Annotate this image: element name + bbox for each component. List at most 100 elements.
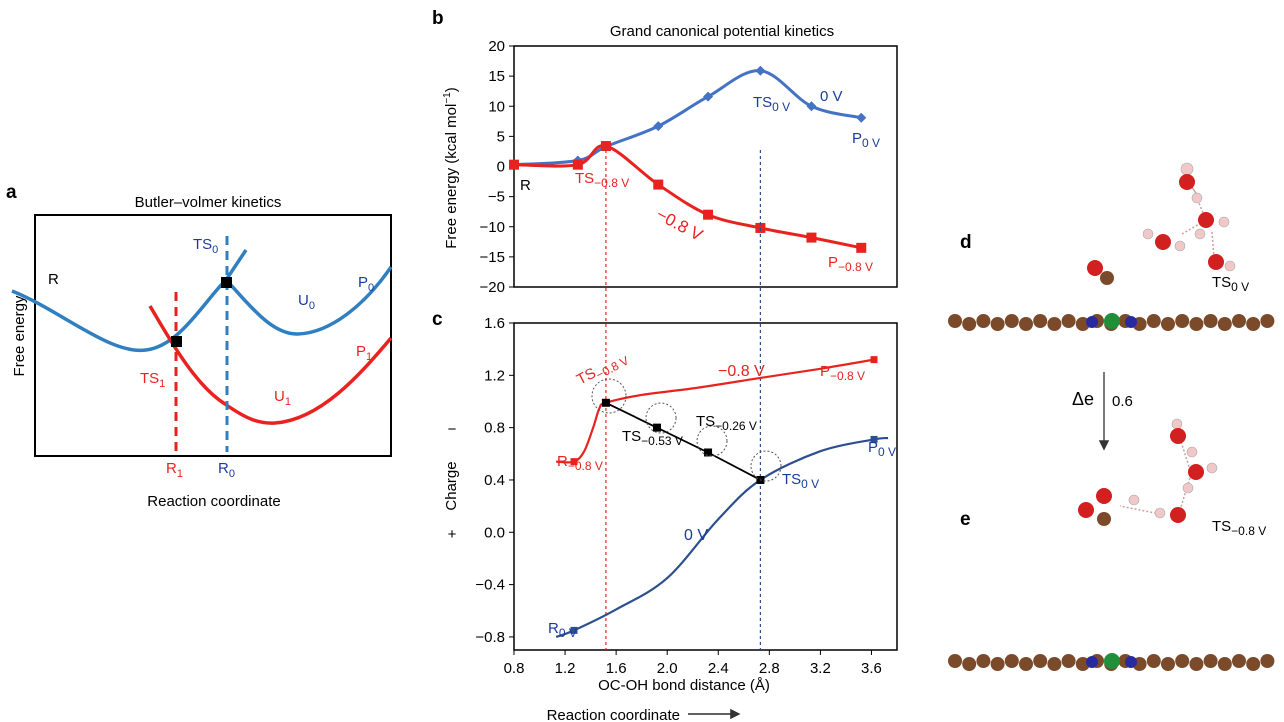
panel-a-label-r: R [48, 271, 59, 288]
panel-c-xtick-label: 3.6 [861, 660, 882, 677]
panel-a-label-u1: U1 [274, 388, 291, 408]
panel-c-series [555, 356, 889, 638]
panel-c-ts-point [704, 448, 713, 457]
carbon-atom [1246, 317, 1261, 331]
carbon-atom [1061, 654, 1076, 668]
panel-c-xtick-label: 3.2 [810, 660, 831, 677]
panel-c-xtick-label: 2.8 [759, 660, 780, 677]
delta-e-label: Δe [1072, 389, 1094, 409]
carbon-atom [1217, 657, 1232, 671]
panel-b-ytick-label: 0 [497, 159, 505, 176]
nitrogen-atom [1086, 316, 1098, 328]
panel-d: d TS0 V [948, 162, 1275, 331]
panel-a-label-r1: R1 [166, 460, 183, 480]
panel-c: c 1.6 1.2 0.8 0.4 0.0 −0.4 −0.8 0.8 1.2 1.6 2.0 2.4… [432, 150, 898, 722]
panel-a-xlabel: Reaction coordinate [147, 493, 280, 510]
panel-b: b Grand canonical potential kinetics Fre… [432, 8, 898, 296]
panel-c-end-marker [570, 458, 578, 466]
carbon-atom [1146, 654, 1161, 668]
panel-b-point [755, 65, 766, 76]
panel-b-ylabel: Free energy (kcal mol−1) [442, 87, 460, 248]
panel-d-graphene-sheet [948, 313, 1275, 331]
panel-b-series [509, 65, 867, 253]
panel-c-ts053-circle [645, 402, 677, 434]
carbon-atom [1203, 654, 1218, 668]
carbon-atom [1175, 654, 1190, 668]
panel-b-ytick-label: 15 [488, 68, 505, 85]
panel-b-point [572, 159, 583, 170]
panel-e-water-cluster [1078, 418, 1218, 526]
carbon-atom [990, 317, 1005, 331]
panel-b-label-ts0v: TS0 V [753, 94, 790, 114]
panel-e-letter: e [960, 509, 971, 530]
carbon-atom [962, 657, 977, 671]
carbon-atom [1260, 654, 1275, 668]
panel-c-label-r08: R−0.8 V [557, 453, 603, 473]
panel-c-ts-point [652, 423, 661, 432]
panel-b-label-r: R [520, 177, 531, 194]
panel-d-letter: d [960, 232, 972, 253]
panel-b-ytick-label: 10 [488, 98, 505, 115]
panel-a-ylabel: Free energy [11, 295, 28, 376]
panel-c-ytick-label: 0.4 [484, 472, 505, 489]
panel-c-reaction-coordinate: Reaction coordinate [547, 707, 680, 722]
panel-b-point [653, 121, 664, 132]
panel-c-xtick-label: 1.2 [555, 660, 576, 677]
panel-a-curve-u1 [148, 305, 393, 425]
panel-c-ytick-label: −0.4 [475, 577, 505, 594]
carbon-atom [990, 657, 1005, 671]
panel-b-point [806, 232, 817, 243]
panel-c-xtick-label: 2.4 [708, 660, 729, 677]
panel-a-curve-u0 [11, 266, 393, 353]
panel-c-xlabel: OC-OH bond distance (Å) [598, 677, 770, 694]
panel-b-point [600, 141, 611, 152]
carbon-atom [1004, 654, 1019, 668]
carbon-atom [1175, 314, 1190, 328]
panel-c-label-r0v: R0 V [548, 620, 577, 640]
panel-a-ts0-marker [221, 277, 232, 288]
carbon-atom [1203, 314, 1218, 328]
panel-c-xtick-label: 2.0 [657, 660, 678, 677]
arrow-de: Δe 0.6 [1072, 372, 1133, 451]
panel-d-label: TS0 V [1212, 274, 1249, 294]
panel-e-graphene-sheet [948, 653, 1275, 671]
panel-c-ytick-label: 0.0 [484, 524, 505, 541]
panel-b-ytick-label: −20 [480, 279, 505, 296]
carbon-atom [1033, 314, 1048, 328]
panel-c-ts-path [605, 401, 761, 481]
metal-atom [1104, 653, 1120, 669]
panel-c-ytick-label: 0.8 [484, 420, 505, 437]
carbon-atom [1061, 314, 1076, 328]
carbon-atom [948, 314, 962, 328]
carbon-atom [1146, 314, 1161, 328]
carbon-atom [1161, 657, 1175, 671]
panel-c-ts026-circle [696, 425, 728, 457]
panel-b-label-0v: 0 V [820, 88, 843, 105]
metal-atom [1104, 313, 1120, 329]
panel-b-point [856, 242, 867, 253]
carbon-atom [1161, 317, 1175, 331]
nitrogen-atom [1086, 656, 1098, 668]
panel-b-point [856, 112, 867, 123]
carbon-atom [1232, 654, 1246, 668]
panel-b-ytick-label: 5 [497, 128, 505, 145]
panel-a: a Butler–volmer kinetics Free energy Rea… [6, 182, 393, 510]
carbon-atom [1019, 317, 1033, 331]
panel-a-label-u0: U0 [298, 292, 315, 312]
panel-a-label-r0: R0 [218, 460, 235, 480]
panel-c-ytick-label: −0.8 [475, 629, 505, 646]
panel-a-frame [34, 214, 392, 457]
panel-d-water-cluster [1087, 162, 1236, 285]
panel-b-title: Grand canonical potential kinetics [610, 23, 834, 40]
panel-c-xtick-label: 0.8 [504, 660, 525, 677]
panel-b-ytick-label: −5 [488, 189, 505, 206]
panel-c-ts08-circle [591, 378, 627, 414]
panel-c-letter: c [432, 309, 443, 330]
panel-e: e TS−0.8 V [948, 418, 1275, 671]
panel-a-label-ts1: TS1 [140, 370, 165, 390]
delta-e-value: 0.6 [1112, 393, 1133, 410]
panel-a-label-ts0: TS0 [193, 236, 218, 256]
panel-c-label-ts026: TS−0.26 V [696, 413, 757, 433]
carbon-atom [1189, 657, 1204, 671]
